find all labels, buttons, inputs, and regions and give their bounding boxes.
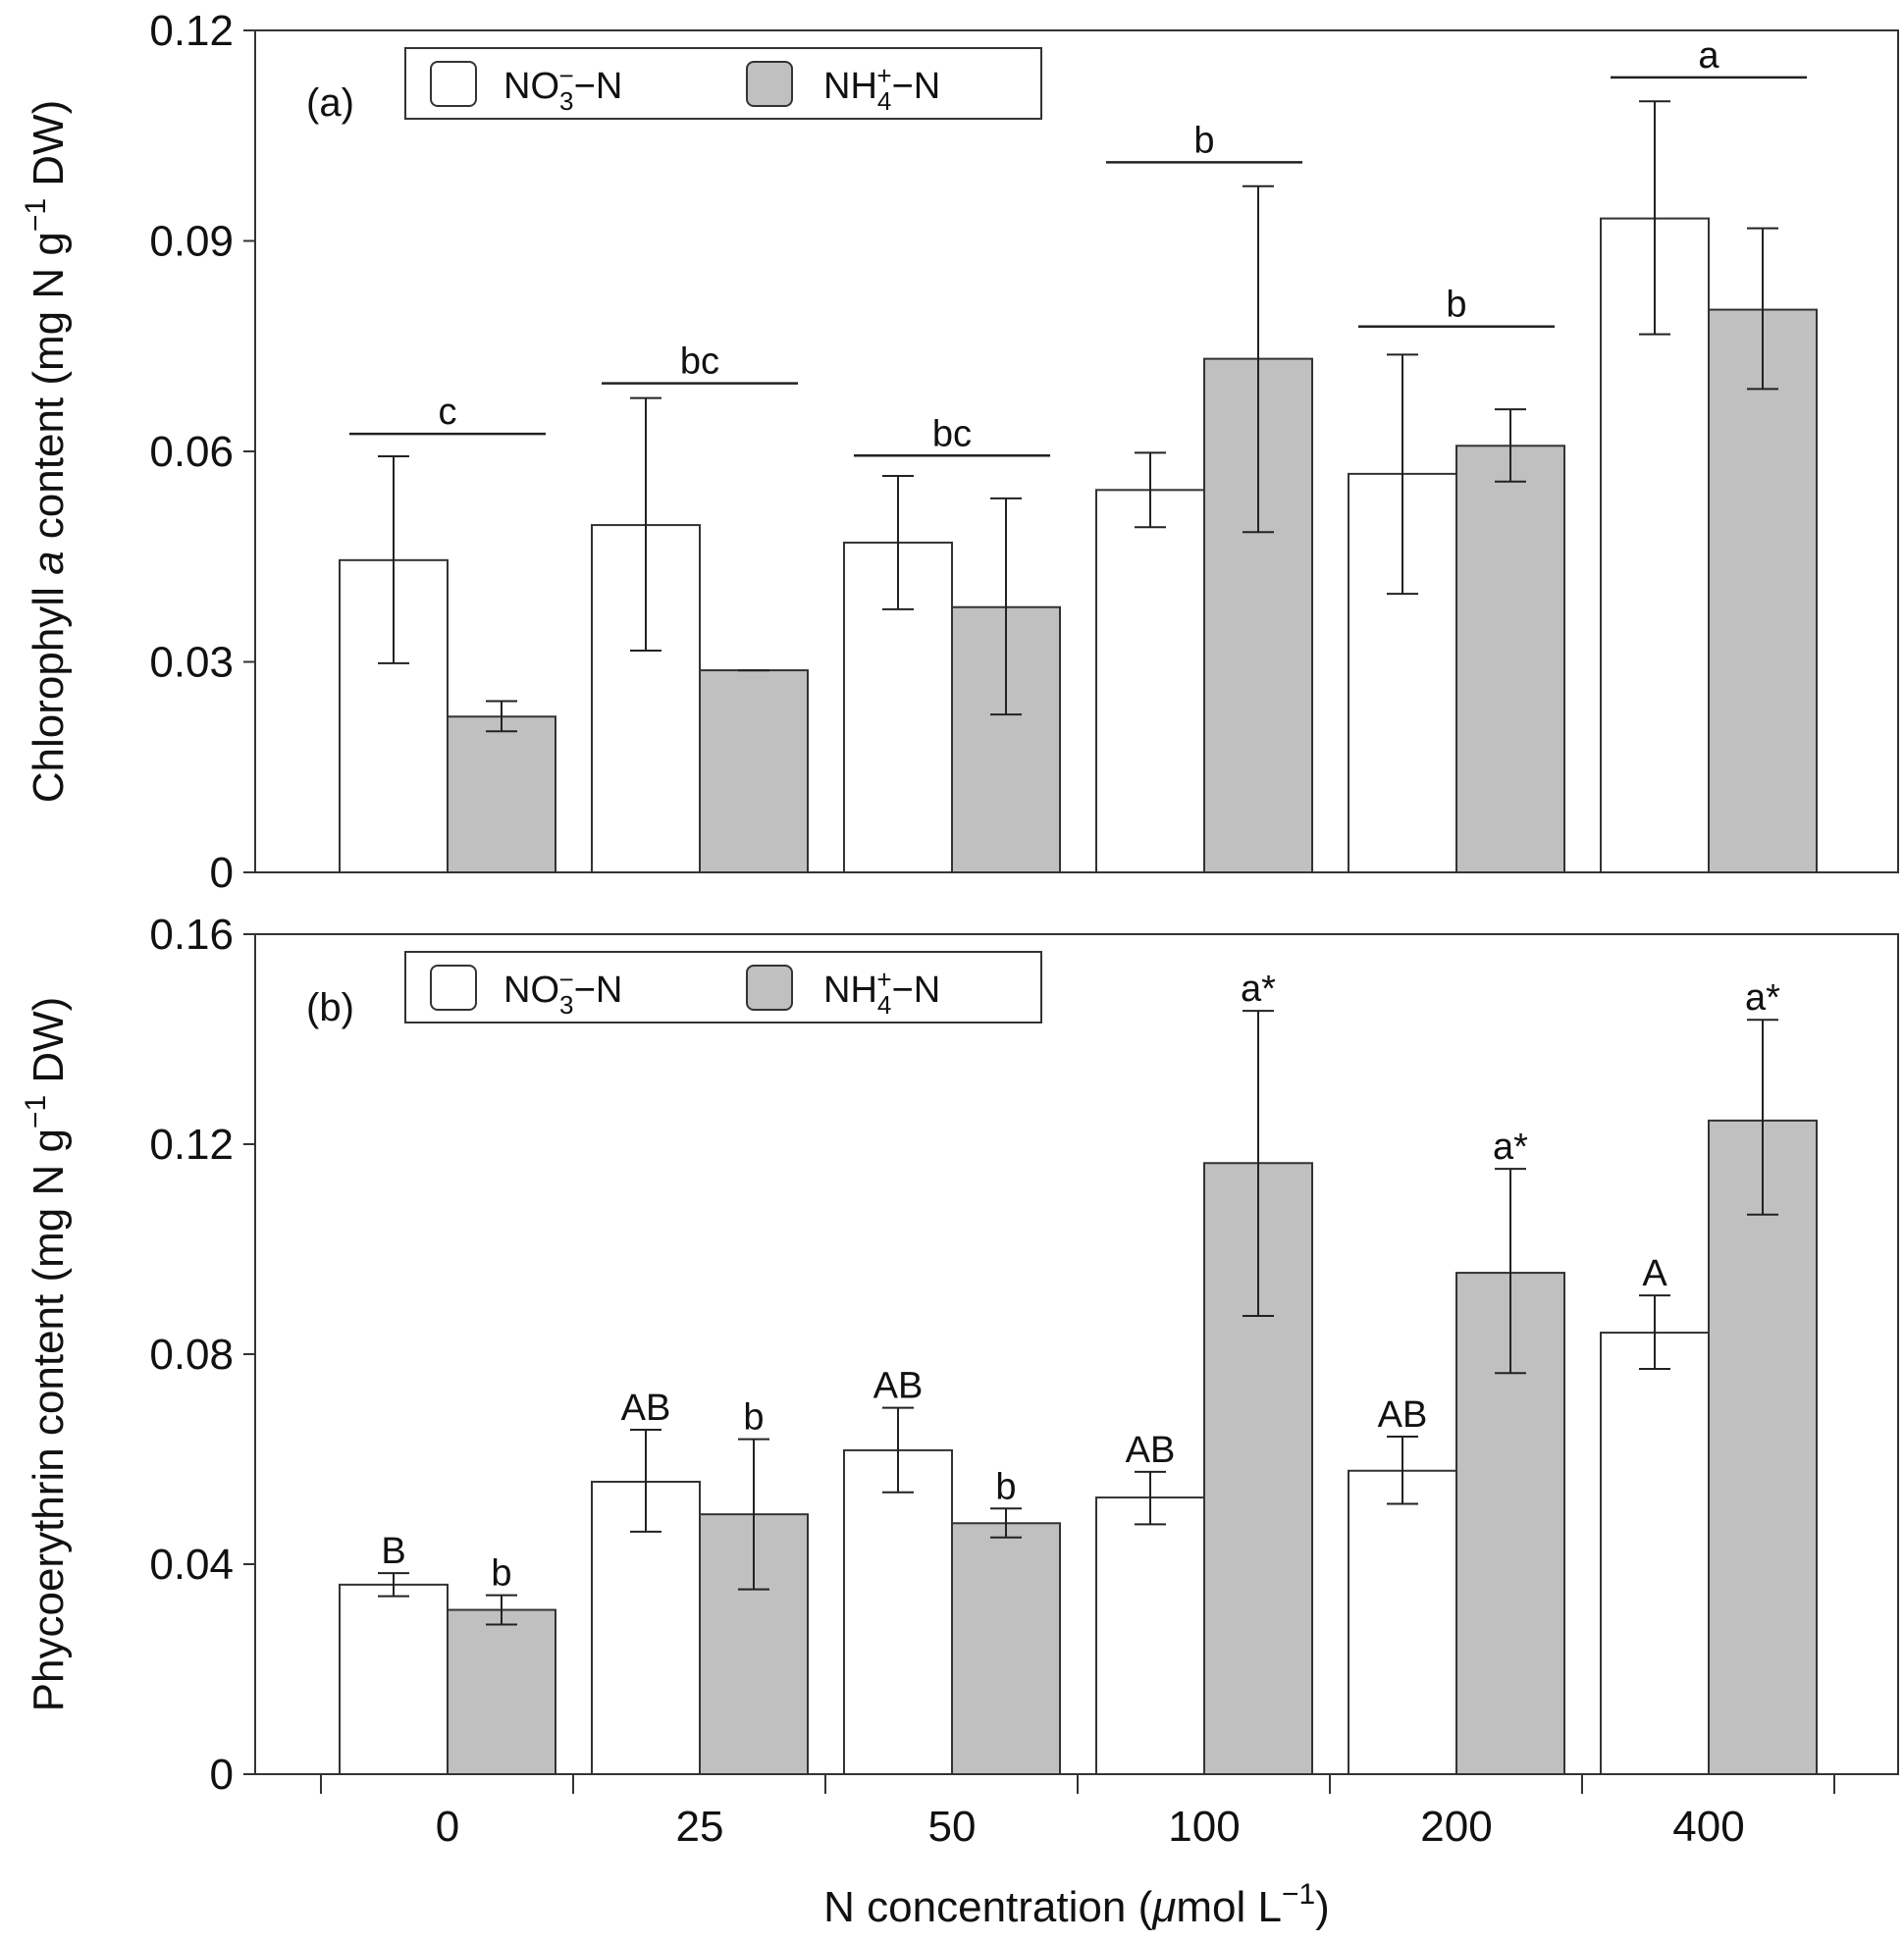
panel-a-bar-nh4 bbox=[447, 715, 556, 874]
panel-a-group-letter: c bbox=[439, 392, 457, 433]
legend-swatch-no3 bbox=[430, 61, 477, 107]
panel-a-chlorophyll: 0 0.03 0.06 0.09 0.12 c bc bc b b a (a) NO3−−N NH… bbox=[20, 7, 1899, 897]
panel-a-significance-letters: c bc bc b b a bbox=[349, 35, 1807, 457]
panel-b-nh4-letter: a* bbox=[1493, 1127, 1528, 1168]
panel-b-nh4-letter: b bbox=[995, 1466, 1016, 1507]
panel-a-y-tick-label: 0.03 bbox=[149, 639, 234, 687]
legend-label-no3: NO3−−N bbox=[503, 965, 622, 1020]
panel-a-bar-nh4 bbox=[699, 669, 809, 874]
panel-b-y-axis: 0 0.04 0.08 0.12 0.16 bbox=[149, 911, 255, 1799]
panel-a-y-tick-label: 0.09 bbox=[149, 218, 234, 266]
legend-swatch-nh4 bbox=[746, 965, 793, 1011]
x-tick-label: 200 bbox=[1420, 1803, 1492, 1851]
x-axis-title: N concentration (μmol L−1) bbox=[823, 1878, 1330, 1931]
panel-b-bar-nh4 bbox=[447, 1608, 556, 1776]
panel-a-bars bbox=[339, 100, 1818, 874]
panel-b-y-tick-label: 0.08 bbox=[149, 1331, 234, 1379]
panel-a-y-axis: 0 0.03 0.06 0.09 0.12 bbox=[149, 7, 255, 897]
panel-a-y-axis-title: Chlorophyll a content (mg N g−1 DW) bbox=[20, 100, 73, 804]
panel-b-y-tick-label: 0.16 bbox=[149, 911, 234, 959]
panel-b-label: (b) bbox=[306, 986, 354, 1029]
panel-b-phycoerythrin: 0 0.04 0.08 0.12 0.16 B AB AB AB AB Ab b b a* a* a* (b… bbox=[20, 911, 1899, 1799]
x-axis-ticks: 0 25 50 100 200 400 bbox=[320, 1774, 1835, 1851]
panel-b-nh4-letter: b bbox=[491, 1553, 511, 1595]
x-tick-label: 50 bbox=[928, 1803, 977, 1851]
panel-b-no3-letter: AB bbox=[621, 1388, 671, 1429]
panel-b-no3-letter: B bbox=[381, 1531, 405, 1572]
panel-b-no3-letter: AB bbox=[1126, 1430, 1176, 1471]
panel-a-y-tick-label: 0 bbox=[210, 849, 234, 897]
legend-label-nh4: NH4+−N bbox=[823, 965, 940, 1020]
panel-a-label: (a) bbox=[306, 81, 354, 125]
panel-b-bars bbox=[339, 1010, 1818, 1776]
panel-b-nh4-letter: a* bbox=[1745, 977, 1780, 1019]
legend-swatch-nh4 bbox=[746, 61, 793, 107]
panel-a-group-letter: b bbox=[1193, 120, 1214, 161]
legend-box bbox=[404, 47, 1042, 120]
panel-a-bar-nh4 bbox=[1455, 445, 1565, 873]
panel-b-bar-nh4 bbox=[951, 1522, 1061, 1776]
panel-b-nh4-letter: a* bbox=[1241, 969, 1276, 1010]
panel-a-group-letter: b bbox=[1446, 285, 1466, 326]
panel-b-no3-letter: AB bbox=[1378, 1394, 1428, 1436]
x-tick-label: 100 bbox=[1168, 1803, 1240, 1851]
panel-a-group-letter: bc bbox=[680, 341, 719, 383]
x-tick-label: 0 bbox=[436, 1803, 459, 1851]
panel-b-bar-no3 bbox=[1348, 1469, 1457, 1776]
panel-b-no3-letter: A bbox=[1642, 1253, 1667, 1294]
panel-a-group-letter: bc bbox=[932, 413, 972, 454]
panel-b-nh4-letter: b bbox=[743, 1397, 764, 1439]
panel-b-bar-no3 bbox=[1600, 1332, 1710, 1775]
panel-b-bar-no3 bbox=[339, 1583, 449, 1775]
panel-b-y-tick-label: 0.12 bbox=[149, 1121, 234, 1169]
panel-b-bar-nh4 bbox=[1708, 1119, 1818, 1776]
panel-a-y-tick-label: 0.12 bbox=[149, 7, 234, 55]
panel-b-no3-letter: AB bbox=[873, 1366, 924, 1407]
panel-a-y-tick-label: 0.06 bbox=[149, 428, 234, 476]
x-tick-label: 400 bbox=[1672, 1803, 1744, 1851]
panel-b-significance-letters: B AB AB AB AB Ab b b a* a* a* bbox=[381, 969, 1780, 1594]
panel-a-group-letter: a bbox=[1698, 35, 1719, 77]
panel-a-bar-no3 bbox=[1095, 489, 1205, 873]
legend-label-nh4: NH4+−N bbox=[823, 61, 940, 116]
panel-b-y-tick-label: 0.04 bbox=[149, 1541, 234, 1589]
panel-b-bar-no3 bbox=[1095, 1496, 1205, 1776]
panel-a-bar-nh4 bbox=[1708, 308, 1818, 873]
panel-b-y-tick-label: 0 bbox=[210, 1751, 234, 1799]
panel-b-y-axis-title: Phycoerythrin content (mg N g−1 DW) bbox=[20, 997, 73, 1712]
legend-swatch-no3 bbox=[430, 965, 477, 1011]
panel-a-legend: NO3−−N NH4+−N bbox=[404, 47, 1042, 120]
legend-label-no3: NO3−−N bbox=[503, 61, 622, 116]
panel-b-bar-no3 bbox=[843, 1448, 953, 1776]
legend-box bbox=[404, 951, 1042, 1023]
panel-b-legend: NO3−−N NH4+−N bbox=[404, 951, 1042, 1023]
x-tick-label: 25 bbox=[676, 1803, 724, 1851]
x-axis: 0 25 50 100 200 400 N concentration (μmol L−1… bbox=[320, 1773, 1835, 1931]
